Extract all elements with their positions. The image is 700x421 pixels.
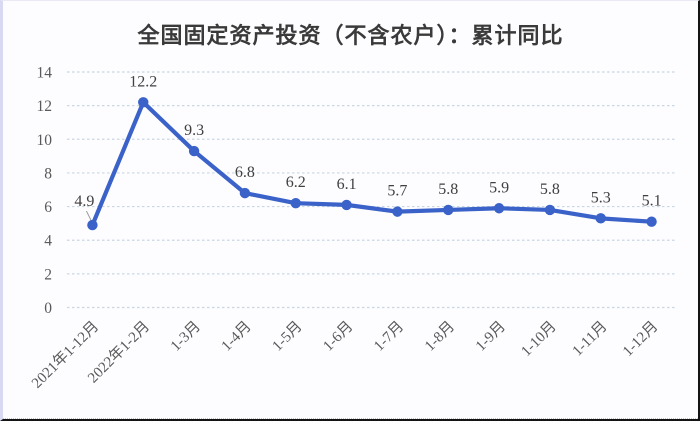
data-point (290, 198, 301, 209)
x-tick-label: 1-11月 (570, 319, 611, 360)
data-label: 6.1 (337, 176, 357, 193)
x-tick-label: 1-3月 (168, 319, 204, 355)
y-tick-label: 8 (44, 165, 52, 182)
data-point (493, 203, 505, 214)
leader-line (85, 210, 92, 222)
y-tick-label: 0 (44, 300, 52, 317)
data-point (595, 213, 606, 224)
data-point (138, 97, 149, 108)
data-label: 5.8 (438, 181, 458, 198)
x-tick-label: 1-10月 (518, 319, 559, 360)
data-point (188, 145, 200, 157)
y-tick-label: 2 (44, 266, 52, 283)
data-point (239, 187, 251, 199)
data-point (87, 219, 98, 231)
y-tick-label: 6 (44, 199, 52, 216)
y-tick-label: 12 (37, 98, 53, 115)
data-label: 6.8 (235, 164, 255, 181)
chart-title: 全国固定资产投资（不含农户）：累计同比 (137, 23, 564, 48)
y-tick-label: 10 (37, 132, 53, 149)
data-label: 5.1 (642, 193, 662, 210)
data-label: 5.9 (489, 179, 509, 196)
data-point (646, 216, 657, 227)
data-label: 6.2 (286, 174, 306, 191)
data-point (341, 199, 352, 211)
data-label: 5.8 (540, 181, 560, 198)
trend-line (90, 100, 654, 228)
data-point (443, 204, 454, 216)
data-label: 4.9 (74, 193, 94, 210)
data-point (392, 206, 403, 217)
data-label: 5.3 (591, 189, 611, 206)
data-label: 12.2 (129, 73, 157, 90)
y-tick-label: 14 (37, 65, 53, 82)
x-tick-label: 1-5月 (270, 319, 306, 355)
x-tick-label: 1-12月 (620, 319, 661, 360)
x-tick-label: 1-4月 (219, 319, 255, 355)
x-tick-label: 1-9月 (473, 319, 509, 355)
data-label: 9.3 (184, 122, 204, 139)
x-tick-label: 1-6月 (320, 319, 356, 355)
data-point (544, 204, 556, 216)
x-tick-label: 1-7月 (371, 319, 407, 355)
y-tick-label: 4 (44, 233, 52, 250)
data-label: 5.7 (387, 183, 407, 200)
x-tick-label: 1-8月 (422, 319, 458, 355)
